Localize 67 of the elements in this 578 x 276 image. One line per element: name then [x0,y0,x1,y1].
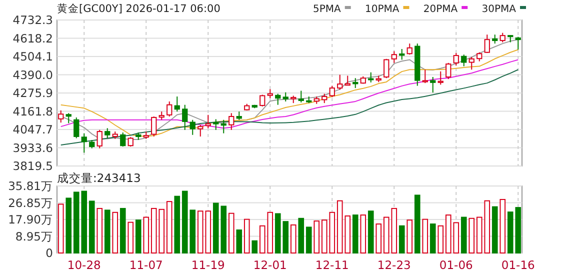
bar [492,206,498,254]
bar [174,196,180,254]
candlestick [213,118,219,130]
bar [143,216,150,254]
bar [166,201,172,254]
legend-label: 10PMA [365,4,400,15]
bar [438,225,444,254]
y-tick-label: 17.90万 [8,212,53,227]
bar [66,198,72,254]
bar [252,240,258,254]
bar [352,214,358,254]
bar [398,225,405,254]
bar [376,224,382,254]
y-tick-label: 0 [46,246,53,260]
bar [422,218,428,254]
y-tick-label: 3933.6 [12,140,53,155]
bar [58,204,64,254]
bar [135,220,142,254]
y-tick-label: 8.95万 [15,229,53,244]
bar [236,229,242,254]
bar [468,218,475,254]
bar [96,208,103,254]
bar [290,224,296,254]
bar [228,212,234,254]
bar [298,218,304,254]
x-tick-label: 12-11 [315,258,349,272]
legend-label: 20PMA [423,4,458,15]
bar [120,208,126,254]
candlestick [228,112,234,130]
y-tick-label: 4047.7 [12,122,53,136]
bar [360,214,366,254]
bar [406,220,413,254]
bar [460,216,467,254]
chart-title: 黄金[GC00Y] 2026-01-17 06:00 [57,2,220,15]
y-tick-label: 4618.2 [12,31,53,46]
bar [88,200,95,254]
y-tick-label: 4504.1 [12,50,53,64]
x-tick-label: 11-07 [129,258,163,272]
y-tick-label: 35.81万 [8,179,53,193]
y-tick-label: 4275.9 [12,86,53,100]
legend-label: 30PMA [482,4,516,15]
bar [414,194,420,254]
y-tick-label: 3819.5 [12,159,53,173]
bar [128,222,134,254]
line-series [60,69,519,146]
y-tick-label: 4161.8 [12,104,53,118]
bar [112,212,118,254]
y-tick-label: 4732.3 [12,13,53,27]
chart-title: 成交量:243413 [57,171,141,185]
legend-label: 5PMA [312,4,341,15]
x-tick-label: 12-01 [253,258,287,272]
bar [500,198,506,254]
bar [244,218,250,254]
x-tick-label: 12-23 [377,258,411,272]
x-tick-label: 11-19 [191,258,225,272]
y-tick-label: 26.85万 [8,196,53,210]
bar [104,210,110,254]
bar [430,224,436,254]
y-tick-label: 4390.0 [12,68,53,82]
bar [314,220,320,254]
bar [368,210,374,254]
candlestick [414,43,420,86]
x-tick-label: 10-28 [67,258,101,272]
bar [306,226,312,254]
x-tick-label: 01-06 [439,258,473,272]
x-tick-label: 01-16 [501,258,535,272]
candlestick [352,78,358,89]
